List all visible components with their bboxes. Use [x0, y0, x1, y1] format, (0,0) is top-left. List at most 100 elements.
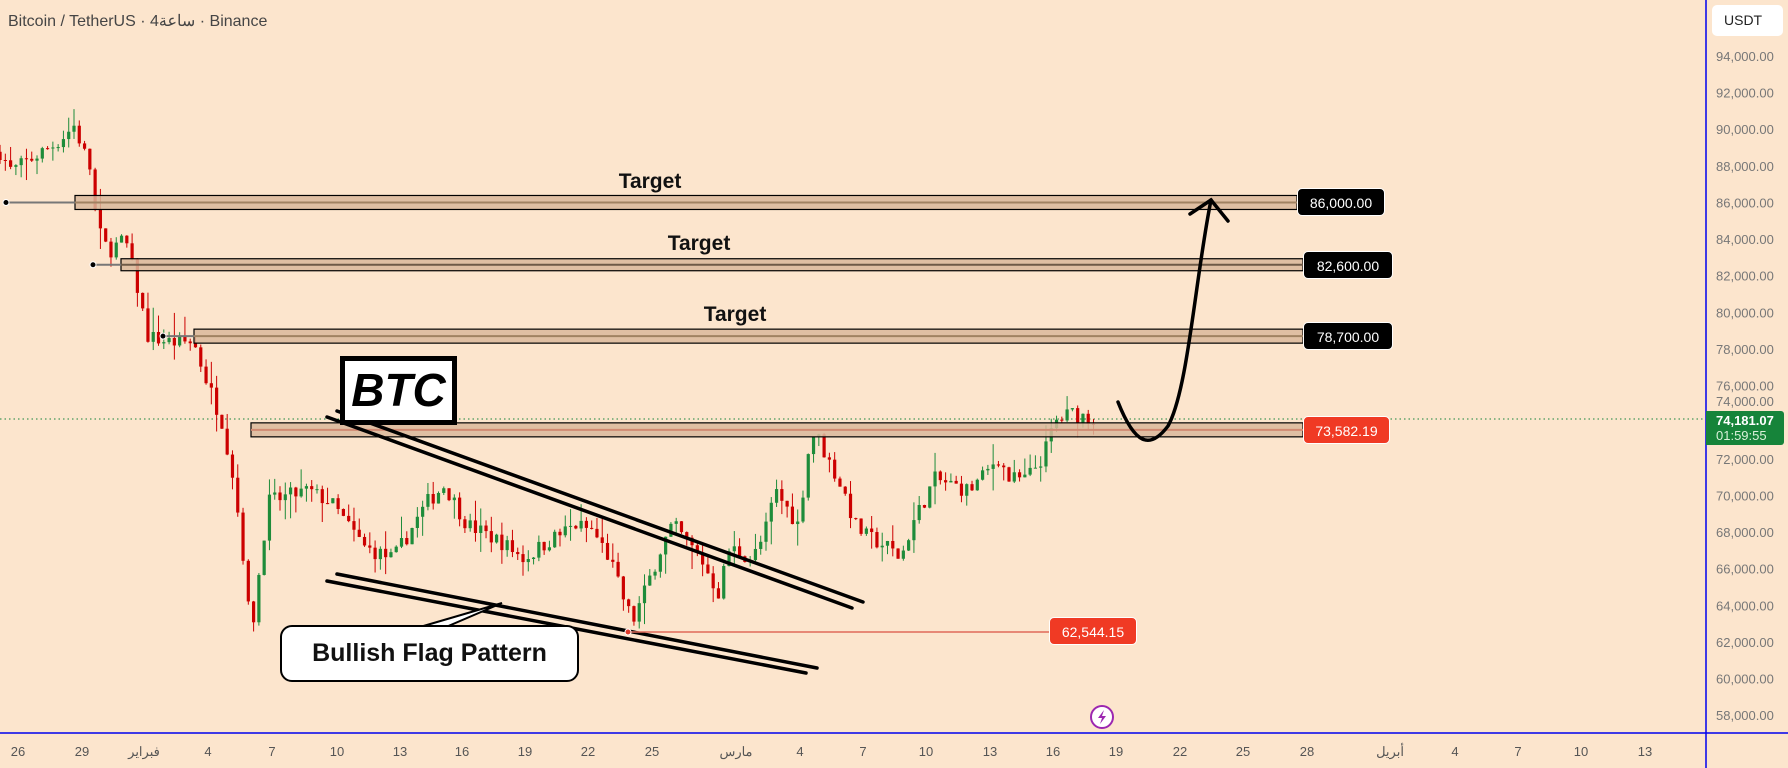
candle	[183, 316, 187, 344]
time-tick: 4	[1451, 744, 1458, 759]
target-zone-2[interactable]	[89, 258, 1304, 272]
time-tick: 19	[1109, 744, 1123, 759]
candle	[574, 524, 578, 530]
candle	[426, 482, 430, 511]
candle	[801, 490, 805, 524]
time-tick: 10	[1574, 744, 1588, 759]
price-tick: 58,000.00	[1716, 708, 1774, 723]
candle	[975, 478, 979, 491]
lightning-icon[interactable]	[1090, 705, 1114, 729]
candle	[267, 479, 272, 551]
candle	[447, 488, 451, 502]
flag-upper-line-2[interactable]	[335, 409, 865, 604]
candle	[1065, 396, 1069, 423]
time-tick: فبراير	[127, 744, 160, 760]
candle	[695, 542, 699, 557]
target-zone-1[interactable]	[2, 194, 1298, 211]
candle	[632, 605, 636, 626]
candle	[283, 482, 287, 520]
candle	[986, 464, 990, 475]
price-tick: 90,000.00	[1716, 122, 1774, 137]
target-price-label-3: 78,700.00	[1303, 322, 1393, 350]
candle	[209, 361, 213, 405]
current-price: 74,181.07	[1716, 413, 1774, 428]
flag-lower-line-2[interactable]	[335, 572, 819, 670]
candle	[838, 476, 842, 487]
price-tick: 88,000.00	[1716, 159, 1774, 174]
time-tick: 10	[330, 744, 344, 759]
time-axis[interactable]: 26 29 فبراير 4 7 10 13 16 19 22 25 مارس 4 7 10 13 16 19 22…	[11, 743, 1652, 760]
time-tick: 25	[645, 744, 659, 759]
resistance-price-label: 73,582.19	[1303, 416, 1390, 444]
candle	[516, 547, 520, 560]
time-tick: 28	[1300, 744, 1314, 759]
price-axis[interactable]: 94,000.00 92,000.00 90,000.00 88,000.00 86,0…	[1716, 49, 1774, 723]
candle	[875, 527, 879, 549]
candle	[590, 520, 594, 530]
candle	[1002, 463, 1006, 481]
candle	[621, 575, 625, 611]
candle	[320, 485, 324, 523]
candle	[922, 504, 927, 509]
candle	[627, 598, 631, 613]
candle	[357, 518, 361, 538]
candle	[151, 307, 155, 351]
time-tick: 7	[1514, 744, 1521, 759]
time-tick: 16	[1046, 744, 1060, 759]
target-price-label-1: 86,000.00	[1297, 188, 1385, 216]
candle	[1017, 469, 1022, 482]
candle	[531, 556, 536, 565]
target-price-label-2: 82,600.00	[1303, 251, 1393, 279]
candle	[980, 466, 985, 481]
candle	[141, 292, 145, 311]
arrow-head-icon	[1188, 197, 1230, 223]
candle	[215, 375, 219, 432]
candle	[82, 140, 87, 151]
time-tick: 13	[983, 744, 997, 759]
flag-upper-line-1[interactable]	[325, 415, 854, 610]
candle	[114, 237, 118, 260]
projection-arrow[interactable]	[1116, 198, 1213, 443]
candle	[178, 332, 182, 348]
candle	[938, 470, 942, 485]
candle	[494, 533, 499, 544]
target-zone-3[interactable]	[159, 328, 1304, 344]
candle	[119, 234, 124, 243]
currency-selector[interactable]: USDT	[1712, 5, 1783, 36]
candle	[473, 500, 478, 542]
candle	[505, 535, 509, 557]
time-tick: 7	[268, 744, 275, 759]
price-tick: 84,000.00	[1716, 232, 1774, 247]
candle	[891, 525, 895, 557]
candle	[595, 518, 599, 539]
candle	[24, 148, 29, 181]
chart-title: Bitcoin / TetherUS · 4ساعة · Binance	[8, 13, 268, 30]
zones-layer	[2, 194, 1304, 438]
candle	[769, 497, 773, 545]
candle	[67, 117, 71, 148]
time-tick: أبريل	[1376, 743, 1404, 760]
candle	[436, 491, 441, 504]
price-tick: 94,000.00	[1716, 49, 1774, 64]
candle	[764, 512, 768, 551]
candle	[167, 331, 171, 345]
time-tick: 22	[581, 744, 595, 759]
candle	[843, 486, 847, 496]
candle	[468, 513, 472, 532]
candle	[954, 475, 958, 484]
candle	[310, 480, 314, 502]
drawings-layer	[325, 197, 1230, 675]
current-price-label: 74,181.07 01:59:55	[1706, 411, 1784, 445]
price-tick: 86,000.00	[1716, 195, 1774, 210]
price-tick: 82,000.00	[1716, 269, 1774, 284]
candle	[759, 535, 763, 555]
candle	[959, 475, 964, 503]
resistance-zone[interactable]	[250, 422, 1304, 438]
candle	[896, 548, 900, 559]
candle	[542, 541, 546, 555]
time-tick: 13	[1638, 744, 1652, 759]
candle	[452, 494, 456, 519]
candle	[880, 532, 884, 562]
candle	[1023, 458, 1027, 478]
